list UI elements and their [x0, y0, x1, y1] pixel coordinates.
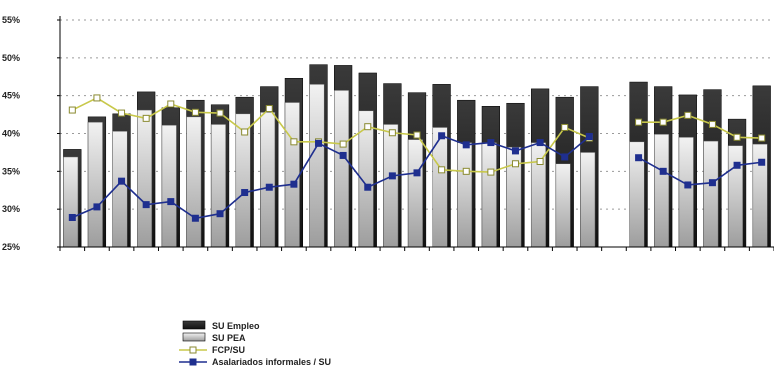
series-point	[536, 157, 544, 165]
series-point	[487, 168, 495, 176]
bar-su-pea	[580, 152, 596, 248]
series-point	[364, 183, 372, 191]
series-point	[438, 132, 446, 140]
series-point	[733, 161, 741, 169]
series-point	[191, 108, 199, 116]
series-point	[339, 140, 347, 148]
series-point	[118, 177, 126, 185]
series-point	[191, 214, 199, 222]
series-point	[635, 154, 643, 162]
series-point	[733, 133, 741, 141]
series-point	[462, 167, 470, 175]
series-point	[265, 105, 273, 113]
series-point	[487, 139, 495, 147]
y-tick-label: 30%	[2, 204, 20, 214]
bar-su-pea	[210, 124, 226, 248]
bar-su-pea	[334, 90, 350, 248]
legend-label: SU PEA	[212, 333, 246, 343]
series-point	[142, 114, 150, 122]
series-point	[68, 106, 76, 114]
bar-su-pea	[654, 134, 670, 248]
bar-su-pea	[383, 124, 399, 248]
y-tick-label: 25%	[2, 242, 20, 252]
series-point	[758, 134, 766, 142]
series-point	[511, 147, 519, 155]
series-line-asalariados	[71, 134, 590, 220]
bar-su-pea	[481, 142, 497, 248]
series-point	[659, 167, 667, 175]
series-line-asalariados	[638, 157, 762, 186]
series-point	[413, 131, 421, 139]
series-point	[241, 128, 249, 136]
series-point	[68, 213, 76, 221]
bar-su-pea	[87, 121, 103, 248]
bar-su-pea	[407, 139, 423, 248]
series-point	[438, 166, 446, 174]
bar-su-pea	[457, 142, 473, 248]
bar-su-pea	[137, 109, 153, 248]
bar-su-pea	[186, 116, 202, 248]
series-point	[142, 201, 150, 209]
series-point	[536, 139, 544, 147]
y-tick-label: 45%	[2, 91, 20, 101]
series-point	[561, 153, 569, 161]
axes: 25% 30% 35% 40% 45% 50% 55%	[2, 15, 774, 252]
series-point	[659, 118, 667, 126]
legend-label: Asalariados informales / SU	[212, 357, 331, 367]
series-point	[93, 203, 101, 211]
bar-su-pea	[678, 137, 694, 248]
series-point	[216, 109, 224, 117]
series-point	[339, 151, 347, 159]
series-point	[413, 169, 421, 177]
series-point	[684, 181, 692, 189]
y-tick-label: 55%	[2, 15, 20, 25]
bar-su-pea	[703, 140, 719, 248]
series-point	[708, 120, 716, 128]
legend-swatch	[182, 320, 206, 330]
legend-marker	[189, 346, 197, 354]
series-point	[167, 198, 175, 206]
series-point	[118, 109, 126, 117]
lines	[68, 94, 766, 222]
series-point	[265, 183, 273, 191]
legend-label: FCP/SU	[212, 345, 245, 355]
y-tick-label: 35%	[2, 166, 20, 176]
series-point	[93, 94, 101, 102]
series-point	[290, 180, 298, 188]
bar-su-pea	[555, 163, 571, 248]
bar-su-pea	[727, 145, 743, 248]
legend-label: SU Empleo	[212, 321, 260, 331]
bars	[63, 64, 771, 248]
series-point	[635, 118, 643, 126]
series-point	[364, 123, 372, 131]
series-point	[684, 111, 692, 119]
y-tick-label: 40%	[2, 129, 20, 139]
series-point	[585, 133, 593, 141]
legend-swatch	[182, 332, 206, 342]
bar-su-pea	[309, 84, 325, 248]
series-point	[561, 123, 569, 131]
bar-su-pea	[161, 124, 177, 248]
series-point	[758, 158, 766, 166]
bar-su-pea	[284, 102, 300, 248]
legend-marker	[189, 358, 197, 366]
series-point	[511, 160, 519, 168]
series-point	[315, 139, 323, 147]
legend: SU Empleo SU PEA FCP/SU Asalariados informa…	[179, 320, 331, 367]
y-tick-label: 50%	[2, 53, 20, 63]
series-point	[388, 129, 396, 137]
series-point	[388, 172, 396, 180]
series-point	[167, 100, 175, 108]
series-point	[290, 138, 298, 146]
series-point	[216, 210, 224, 218]
bar-su-pea	[260, 112, 276, 248]
series-line-fcp	[71, 97, 590, 173]
series-point	[462, 141, 470, 149]
series-point	[708, 179, 716, 187]
series-point	[241, 189, 249, 197]
series-line-fcp	[638, 114, 762, 139]
bar-su-pea	[63, 156, 79, 248]
